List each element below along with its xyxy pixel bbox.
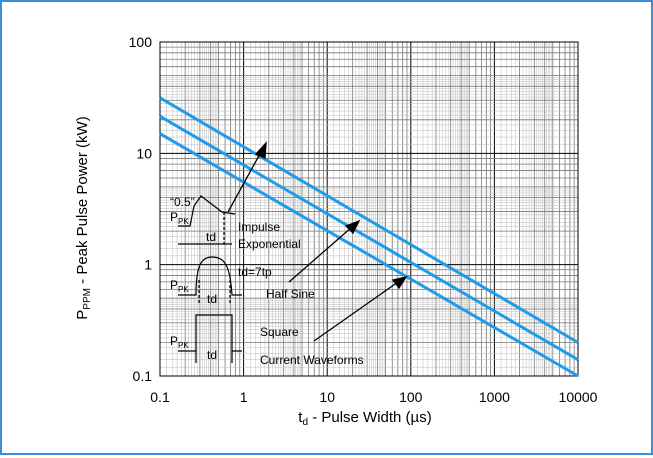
x-axis-title: td - Pulse Width (µs) — [298, 409, 431, 428]
impulse-arrow — [227, 151, 262, 213]
ppk-label-1: PPK — [170, 210, 189, 226]
td-equation-label: td=7tp — [238, 265, 272, 279]
x-tick-label: 100 — [399, 389, 423, 405]
series-lines — [159, 96, 579, 378]
plot-border — [159, 41, 579, 377]
x-tick-label: 10000 — [559, 389, 598, 405]
square-arrowhead — [391, 276, 408, 290]
x-tick-label: 0.1 — [150, 389, 170, 405]
chart-svg: 0.1 1 10 100 1000 10000 0.1 1 10 100 “0.5” PPK td… — [74, 34, 598, 428]
y-tick-label: 0.1 — [133, 368, 153, 384]
half-sine-waveform — [178, 256, 242, 296]
waveform-sketches — [178, 195, 242, 363]
current-waveforms-label: Current Waveforms — [260, 353, 364, 367]
half-sine-label: Half Sine — [266, 287, 315, 301]
grid — [159, 42, 578, 377]
half-sine-arrow — [288, 226, 353, 283]
y-tick-label: 100 — [129, 34, 153, 50]
ppk-label-3: PPK — [170, 334, 189, 350]
td-label-2: td — [207, 292, 217, 306]
x-tick-label: 1 — [240, 389, 248, 405]
y-tick-label: 10 — [136, 145, 152, 161]
y-tick-label: 1 — [144, 257, 152, 273]
td-label-1: td — [206, 230, 216, 244]
half-sine-arrowhead — [344, 219, 361, 235]
half-label: “0.5” — [170, 195, 195, 209]
series-line-2 — [159, 132, 579, 378]
series-line-1 — [159, 115, 579, 362]
square-label: Square — [260, 325, 299, 339]
x-tick-label: 1000 — [479, 389, 510, 405]
td-label-3: td — [207, 348, 217, 362]
annotation-arrows — [227, 141, 408, 342]
ppk-label-2: PPK — [170, 278, 189, 294]
series-line-0 — [159, 96, 579, 344]
square-arrow — [313, 281, 399, 342]
annotation-text: “0.5” PPK td Impulse Exponential PPK td … — [170, 195, 364, 367]
y-axis-title: PPPM - Peak Pulse Power (kW) — [74, 116, 93, 319]
tick-labels: 0.1 1 10 100 1000 10000 0.1 1 10 100 — [129, 34, 598, 405]
impulse-label: Impulse — [238, 220, 280, 234]
x-tick-label: 10 — [319, 389, 335, 405]
square-waveform — [178, 314, 242, 352]
exponential-label: Exponential — [238, 237, 301, 251]
impulse-arrowhead — [254, 141, 267, 159]
